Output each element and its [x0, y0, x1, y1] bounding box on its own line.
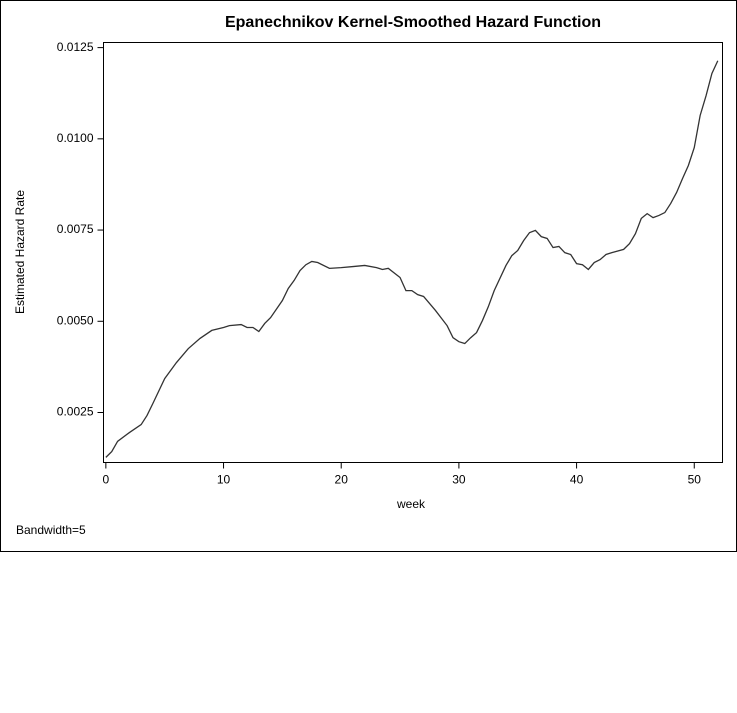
y-axis-label: Estimated Hazard Rate — [13, 190, 27, 314]
plot-frame — [103, 42, 723, 463]
y-tick-label: 0.0075 — [57, 222, 94, 236]
x-tick-label: 50 — [688, 473, 702, 487]
y-tick-label: 0.0050 — [57, 313, 94, 327]
x-tick-label: 0 — [103, 473, 110, 487]
outer-frame — [0, 0, 737, 552]
chart-title: Epanechnikov Kernel-Smoothed Hazard Func… — [225, 14, 601, 31]
x-tick-label: 20 — [335, 473, 349, 487]
y-tick-label: 0.0100 — [57, 131, 94, 145]
y-tick-label: 0.0125 — [57, 40, 94, 54]
note: Bandwidth=5 — [16, 523, 86, 537]
x-tick-label: 10 — [217, 473, 231, 487]
hazard-line — [105, 60, 719, 458]
x-axis-label: week — [396, 497, 426, 511]
x-tick-label: 40 — [570, 473, 584, 487]
x-tick-label: 30 — [452, 473, 466, 487]
y-tick-label: 0.0025 — [57, 405, 94, 419]
